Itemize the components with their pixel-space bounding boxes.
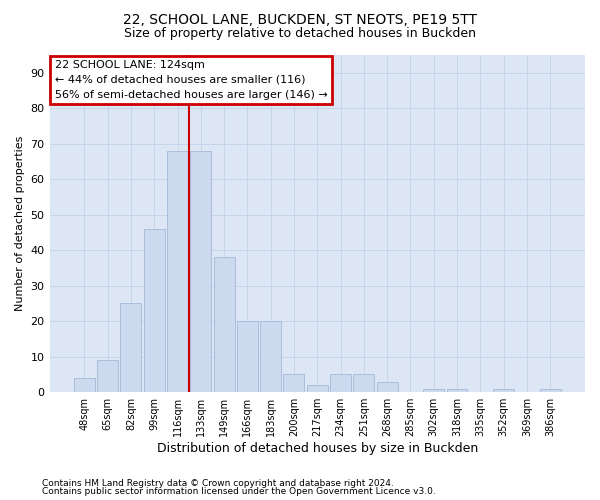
Bar	[493, 388, 514, 392]
Bar	[283, 374, 304, 392]
Bar	[167, 151, 188, 392]
Bar	[330, 374, 351, 392]
Text: Size of property relative to detached houses in Buckden: Size of property relative to detached ho…	[124, 28, 476, 40]
Bar	[144, 229, 165, 392]
Bar	[539, 388, 560, 392]
Text: 22, SCHOOL LANE, BUCKDEN, ST NEOTS, PE19 5TT: 22, SCHOOL LANE, BUCKDEN, ST NEOTS, PE19…	[123, 12, 477, 26]
Bar	[97, 360, 118, 392]
Bar	[377, 382, 398, 392]
Bar	[353, 374, 374, 392]
Bar	[214, 258, 235, 392]
Bar	[423, 388, 444, 392]
Bar	[307, 385, 328, 392]
Bar	[190, 151, 211, 392]
Bar	[121, 304, 142, 392]
Bar	[446, 388, 467, 392]
Bar	[260, 321, 281, 392]
Text: 22 SCHOOL LANE: 124sqm
← 44% of detached houses are smaller (116)
56% of semi-de: 22 SCHOOL LANE: 124sqm ← 44% of detached…	[55, 60, 328, 100]
Bar	[74, 378, 95, 392]
Y-axis label: Number of detached properties: Number of detached properties	[15, 136, 25, 312]
Text: Contains public sector information licensed under the Open Government Licence v3: Contains public sector information licen…	[42, 487, 436, 496]
Text: Contains HM Land Registry data © Crown copyright and database right 2024.: Contains HM Land Registry data © Crown c…	[42, 478, 394, 488]
X-axis label: Distribution of detached houses by size in Buckden: Distribution of detached houses by size …	[157, 442, 478, 455]
Bar	[237, 321, 258, 392]
